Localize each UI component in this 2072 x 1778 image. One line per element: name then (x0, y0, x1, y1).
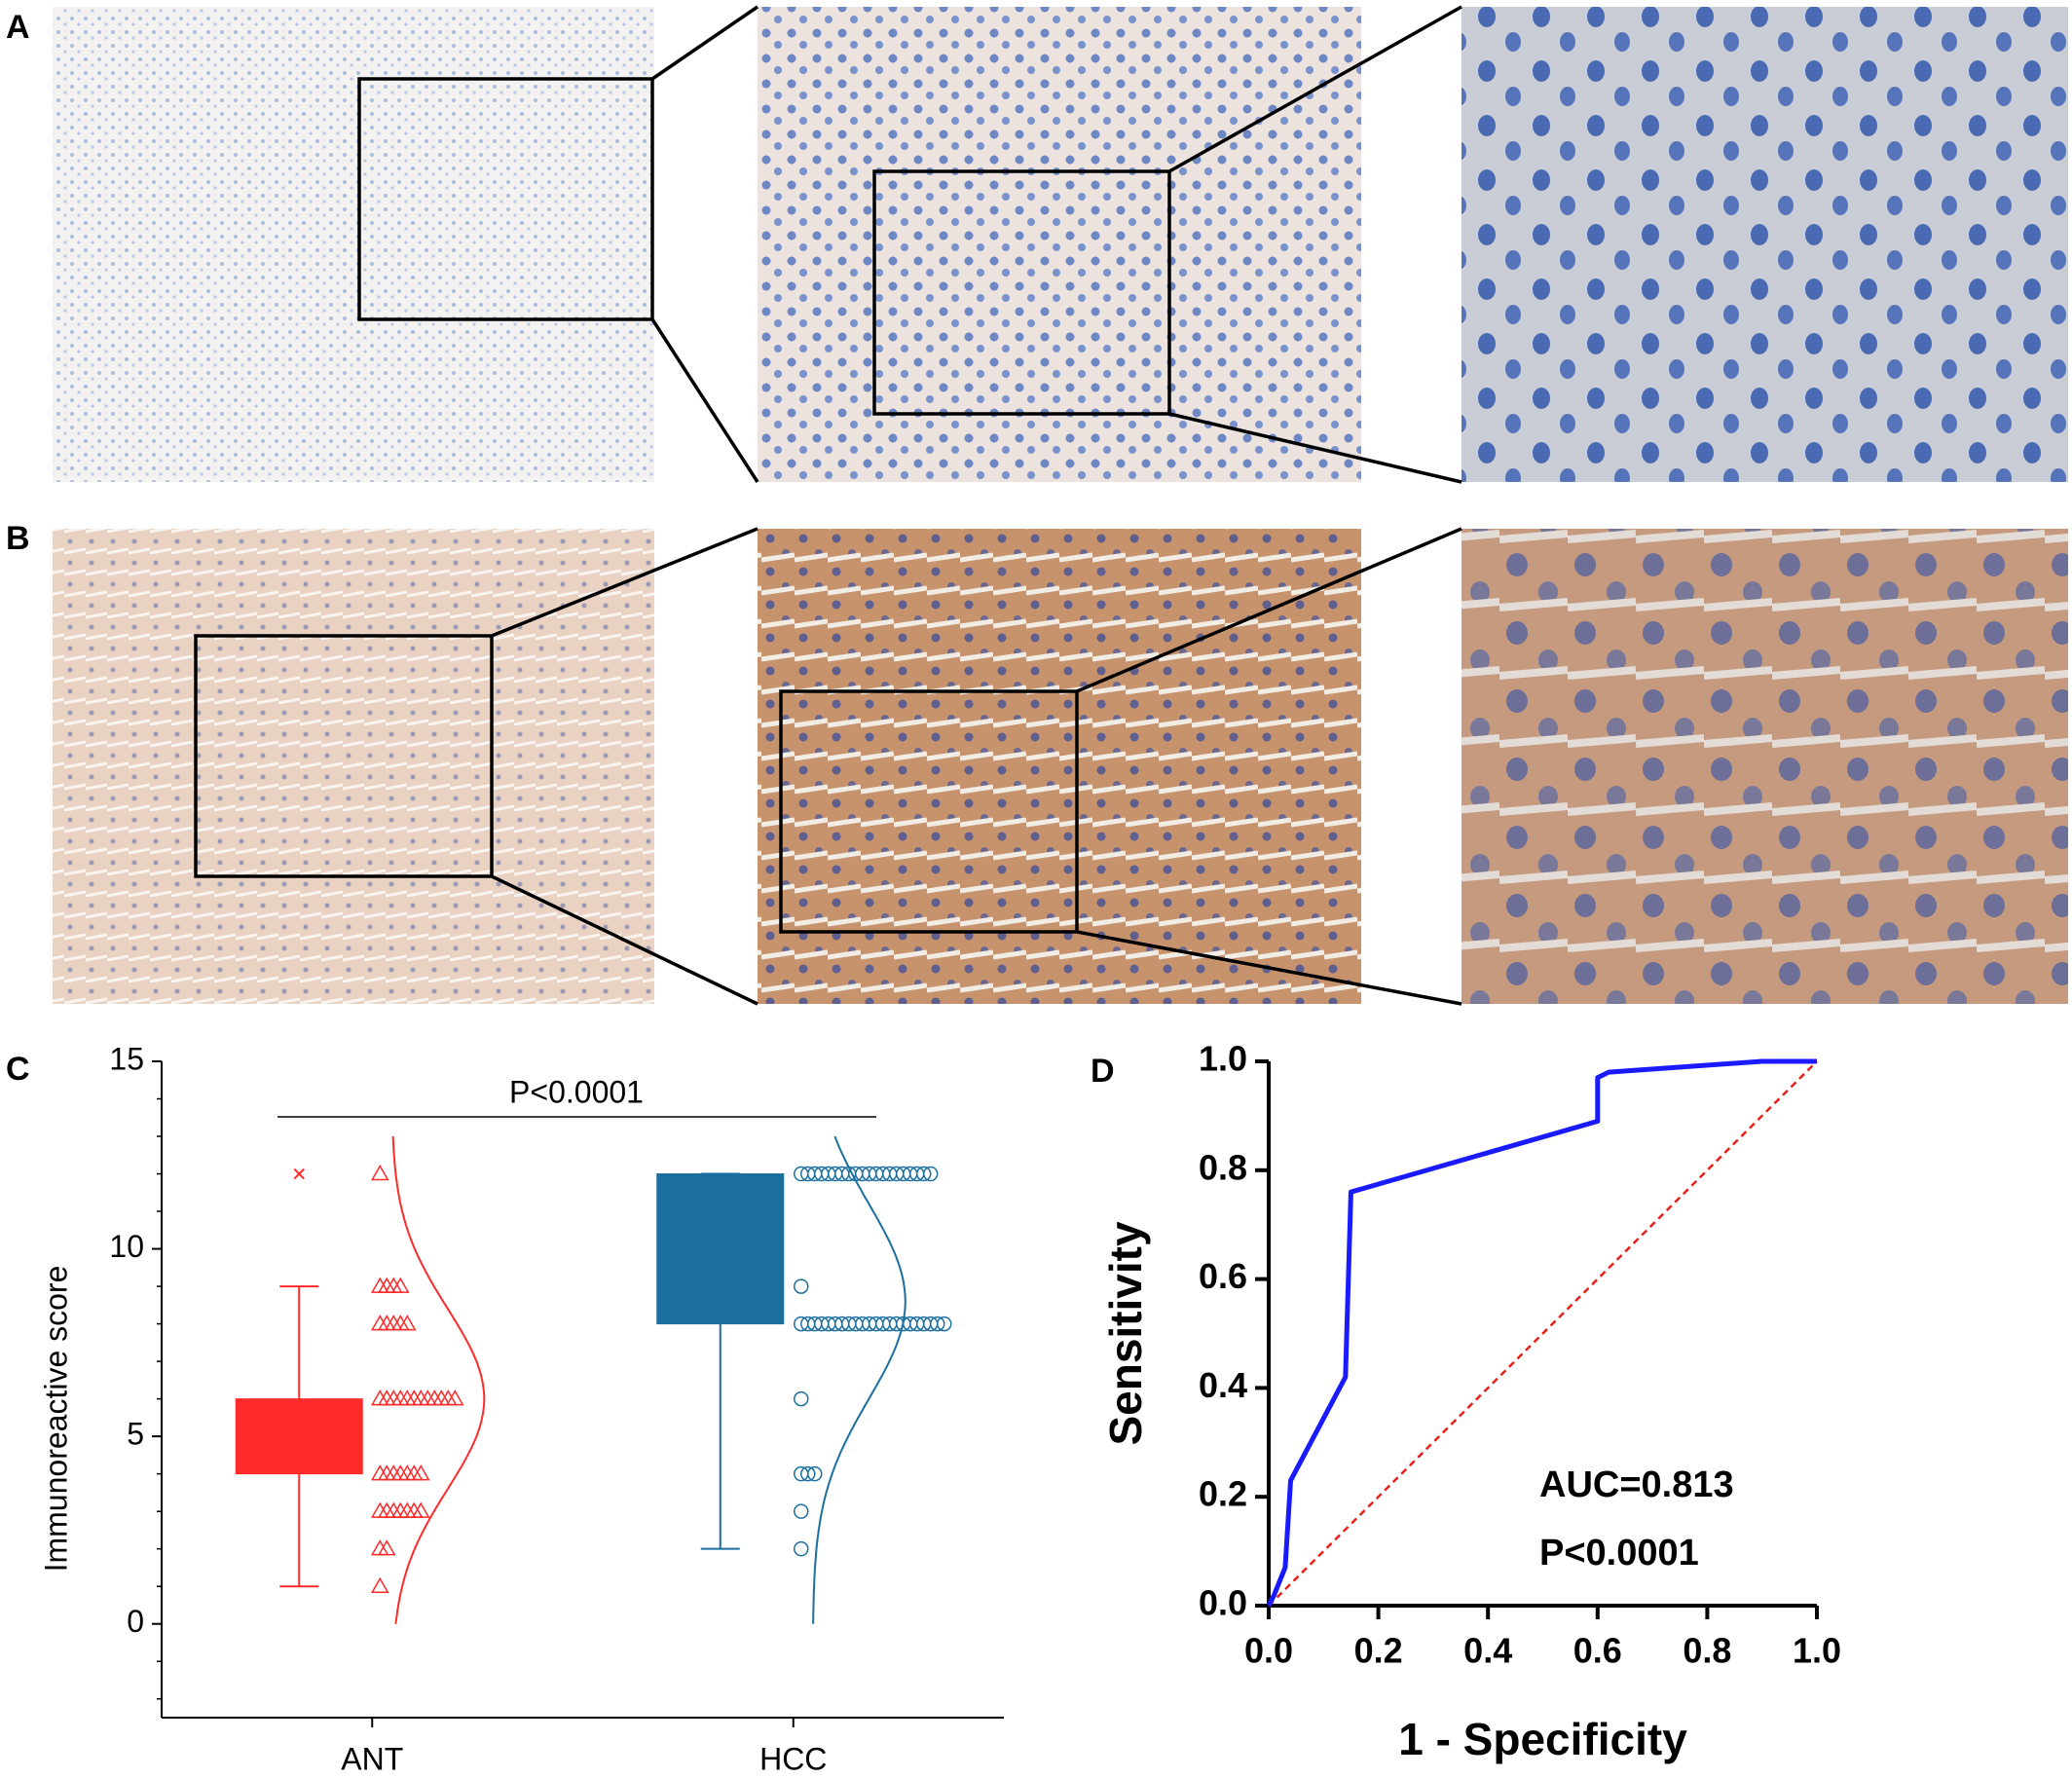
point (807, 1465, 823, 1482)
zoom-boxes (194, 5, 1462, 1006)
point (794, 1540, 809, 1557)
x-tick-label: 1.0 (1793, 1631, 1841, 1671)
annotation: P<0.0001 (509, 1074, 644, 1109)
panel-label: D (1091, 1053, 1115, 1090)
x-tick-label: 0.2 (1354, 1631, 1403, 1671)
outlier (293, 1167, 305, 1180)
x-tick-label: 0.8 (1683, 1631, 1731, 1671)
panel-label: A (6, 9, 30, 46)
point (916, 1166, 932, 1182)
point (445, 1389, 464, 1406)
x-tick-label: HCC (759, 1741, 827, 1776)
point (397, 1315, 417, 1331)
reference-line (1268, 1060, 1818, 1607)
y-tick-label: 0 (127, 1604, 144, 1639)
micrographs (53, 5, 2068, 1006)
panel-label: B (6, 520, 30, 557)
point (923, 1166, 939, 1182)
y-tick-label: 0.6 (1199, 1256, 1247, 1296)
y-tick-label: 15 (109, 1041, 144, 1076)
density-curve (391, 1135, 486, 1624)
annotation: AUC=0.813 (1539, 1464, 1734, 1505)
y-tick-label: 0.2 (1199, 1474, 1247, 1514)
point (370, 1576, 389, 1593)
point (930, 1315, 945, 1332)
x-tick-label: 0.6 (1573, 1631, 1622, 1671)
point (370, 1165, 389, 1181)
point (800, 1465, 816, 1482)
micrograph (758, 7, 1361, 482)
x-tick-label: 0.0 (1244, 1631, 1293, 1671)
y-tick-label: 5 (127, 1417, 144, 1452)
annotation: P<0.0001 (1539, 1533, 1699, 1574)
y-tick-label: 10 (109, 1229, 144, 1264)
roc-curve (1266, 1058, 1817, 1608)
micrograph (53, 7, 654, 482)
point (377, 1539, 396, 1556)
point (794, 1390, 809, 1407)
y-axis-title: Immunoreactive score (38, 1266, 73, 1573)
y-tick-label: 0.8 (1199, 1147, 1247, 1187)
micrograph (53, 529, 654, 1004)
y-tick-label: 1.0 (1199, 1039, 1247, 1079)
y-axis-title: Sensitivity (1100, 1221, 1151, 1446)
point (794, 1278, 809, 1294)
point (390, 1277, 410, 1293)
micrograph (1462, 7, 2068, 482)
point (937, 1315, 952, 1332)
panel-label: C (6, 1051, 30, 1088)
point (411, 1501, 430, 1518)
box (235, 1398, 363, 1475)
point (411, 1464, 430, 1481)
panel-labels: A B C D (6, 9, 1115, 1090)
density-curve (812, 1135, 906, 1624)
point (794, 1503, 809, 1519)
x-axis-title: 1 - Specificity (1398, 1714, 1687, 1764)
x-tick-label: 0.4 (1463, 1631, 1512, 1671)
box (656, 1173, 785, 1325)
x-tick-label: ANT (341, 1741, 403, 1776)
y-tick-label: 0.4 (1199, 1365, 1247, 1405)
micrograph (1462, 529, 2068, 1004)
micrograph (758, 529, 1361, 1004)
y-tick-label: 0.0 (1199, 1583, 1247, 1623)
